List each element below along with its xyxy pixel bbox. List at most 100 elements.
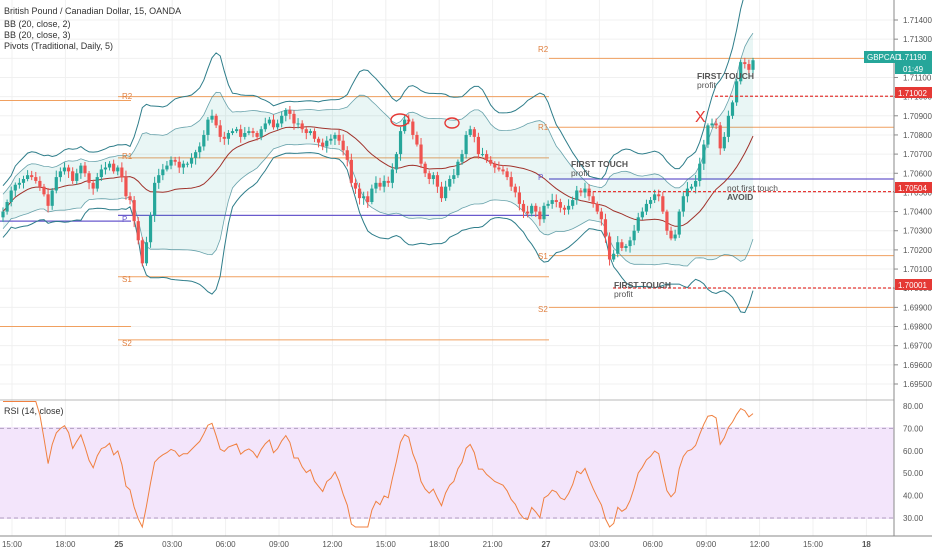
candle-body	[296, 123, 300, 125]
pivot-r1-label-day1: R1	[122, 152, 133, 161]
candle-body	[460, 154, 464, 162]
time-tick-label: 06:00	[216, 540, 237, 549]
candle-body	[189, 157, 194, 164]
time-tick-label: 15:00	[803, 540, 824, 549]
candle-body	[636, 217, 640, 231]
candle-body	[661, 196, 665, 212]
candle-body	[5, 202, 9, 212]
annotation-first-touch-1: FIRST TOUCH	[571, 159, 628, 169]
price-tick-label: 1.71300	[903, 35, 932, 44]
level-tag-1-text: 1.71002	[898, 89, 927, 98]
candle-body	[448, 179, 452, 187]
candle-body	[558, 202, 562, 208]
candle-body	[280, 115, 284, 124]
candle-body	[575, 190, 579, 201]
candle-body	[9, 190, 13, 202]
candle-body	[607, 236, 612, 260]
candle-body	[288, 110, 292, 114]
candle-body	[677, 211, 681, 235]
candle-body	[390, 169, 394, 183]
candle-body	[83, 165, 87, 174]
candle-body	[366, 196, 370, 202]
circle-annotation-1	[390, 113, 410, 127]
candle-body	[497, 167, 501, 170]
price-tick-label: 1.70600	[903, 169, 932, 178]
candle-body	[673, 234, 677, 239]
candle-body	[378, 182, 382, 187]
candle-body	[456, 161, 460, 176]
candle-body	[329, 138, 333, 141]
candle-body	[243, 133, 247, 137]
pivot-s2-label-day1: S2	[122, 339, 132, 348]
candle-body	[198, 146, 202, 153]
candle-body	[747, 64, 751, 70]
candle-body	[284, 110, 288, 116]
level-tag-2-text: 1.70504	[898, 184, 927, 193]
candle-body	[411, 121, 415, 135]
price-tick-label: 1.70900	[903, 112, 932, 121]
price-tick-label: 1.70400	[903, 208, 932, 217]
candle-body	[95, 177, 99, 189]
candle-body	[427, 173, 431, 180]
candle-body	[546, 203, 550, 206]
candle-body	[148, 215, 153, 243]
indicator-bb2[interactable]: BB (20, close, 2)	[4, 19, 71, 29]
candle-body	[300, 123, 304, 130]
chart-title: British Pound / Canadian Dollar, 15, OAN…	[4, 6, 181, 16]
candle-body	[599, 211, 603, 220]
level-lines	[588, 95, 894, 289]
candles	[1, 57, 755, 267]
candle-body	[169, 159, 173, 166]
candle-body	[214, 115, 218, 126]
candle-body	[116, 167, 120, 172]
candle-body	[382, 180, 386, 187]
candle-body	[312, 131, 317, 139]
candle-body	[62, 167, 67, 172]
candle-body	[480, 154, 485, 156]
price-tick-label: 1.70100	[903, 265, 932, 274]
rsi-tick-label: 40.00	[903, 492, 924, 501]
countdown-tag	[895, 63, 932, 74]
rsi-label[interactable]: RSI (14, close)	[4, 406, 64, 416]
candle-body	[144, 242, 149, 264]
candle-body	[128, 196, 132, 201]
price-tick-label: 1.69600	[903, 361, 932, 370]
time-tick-label: 09:00	[269, 540, 290, 549]
time-tick-label: 21:00	[483, 540, 504, 549]
candle-body	[362, 196, 366, 199]
price-tick-label: 1.70800	[903, 131, 932, 140]
candle-body	[34, 177, 38, 181]
rsi-axis[interactable]: 80.00 70.00 60.00 50.00 40.00 30.00	[903, 402, 924, 523]
annotation-x-mark: X	[695, 109, 706, 126]
candle-body	[534, 205, 538, 212]
annotation-profit-2: profit	[697, 80, 717, 90]
candle-body	[439, 186, 444, 199]
candle-body	[325, 140, 329, 147]
time-tick-label: 15:00	[2, 540, 23, 549]
annotations	[390, 113, 460, 129]
candle-body	[374, 182, 378, 189]
candle-body	[423, 163, 427, 174]
candle-body	[538, 211, 542, 220]
time-tick-label: 03:00	[162, 540, 183, 549]
candle-body	[550, 200, 554, 204]
candle-body	[562, 207, 567, 210]
candle-body	[91, 182, 95, 189]
candle-body	[251, 131, 255, 134]
candle-body	[726, 115, 731, 137]
bb3-lower	[2, 152, 754, 314]
candle-body	[583, 188, 587, 193]
indicator-bb3[interactable]: BB (20, close, 3)	[4, 30, 71, 40]
candle-body	[640, 211, 644, 218]
candle-body	[71, 171, 75, 181]
candle-body	[435, 175, 440, 187]
candle-body	[50, 190, 54, 206]
time-axis[interactable]: 15:00 18:00 25 03:00 06:00 09:00 12:00 15:00 18:…	[2, 540, 871, 549]
pivot-s1-label-day1: S1	[122, 275, 132, 284]
candle-body	[444, 186, 448, 199]
candle-body	[267, 119, 271, 124]
indicator-pivots[interactable]: Pivots (Traditional, Daily, 5)	[4, 41, 113, 51]
rsi-tick-label: 80.00	[903, 402, 924, 411]
rsi-pane	[0, 401, 894, 529]
